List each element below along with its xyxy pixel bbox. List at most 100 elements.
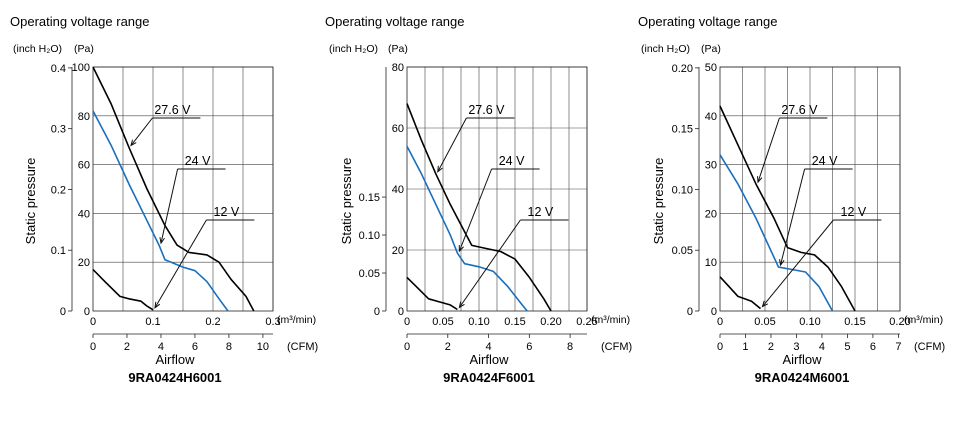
unit-pa: (Pa) — [388, 43, 408, 55]
annotation-arrowhead — [159, 237, 165, 245]
annotation-leader — [780, 168, 806, 266]
m3-tick-label: 0.15 — [504, 316, 525, 328]
inch-tick-label: 0.10 — [359, 230, 380, 242]
chart-2: Operating voltage range(inch H₂O) (Pa)020… — [325, 14, 632, 385]
panel-title: Operating voltage range — [10, 14, 149, 29]
inch-tick-label: 0 — [374, 306, 380, 318]
annotation-arrowhead — [761, 300, 769, 308]
annotation-arrowhead — [458, 301, 465, 309]
annotation-arrowhead — [458, 245, 464, 253]
annotation-label: 24 V — [812, 154, 838, 168]
cfm-tick-label: 6 — [526, 341, 532, 353]
series-line-276V — [92, 66, 255, 312]
series-line-12V — [92, 268, 154, 311]
annotation-label: 27.6 V — [781, 103, 818, 117]
chart-1: Operating voltage range(inch H₂O) (Pa)020… — [10, 14, 318, 385]
cfm-tick-label: 4 — [819, 341, 825, 353]
cfm-tick-label: 4 — [485, 341, 491, 353]
cfm-tick-label: 0 — [90, 341, 96, 353]
pa-tick-label: 10 — [705, 257, 717, 269]
pa-tick-label: 0 — [398, 306, 404, 318]
y-axis-title: Static pressure — [23, 158, 38, 245]
cfm-tick-label: 2 — [768, 341, 774, 353]
m3-tick-label: 0.1 — [145, 316, 160, 328]
cfm-tick-label: 8 — [567, 341, 573, 353]
unit-m3-min: (m³/min) — [277, 314, 316, 326]
pa-tick-label: 20 — [392, 245, 404, 257]
chart-3: Operating voltage range(inch H₂O) (Pa)010… — [638, 14, 945, 385]
pa-tick-label: 0 — [84, 306, 90, 318]
annotation-leader — [458, 219, 521, 308]
inch-tick-label: 0.20 — [672, 63, 693, 75]
cfm-tick-label: 0 — [717, 341, 723, 353]
cfm-tick-label: 7 — [895, 341, 901, 353]
model-number: 9RA0424M6001 — [755, 370, 850, 385]
unit-cfm: (CFM) — [287, 341, 318, 353]
pa-tick-label: 20 — [705, 208, 717, 220]
annotation-label: 24 V — [185, 154, 211, 168]
annotation-leader — [762, 219, 834, 307]
pa-tick-label: 50 — [705, 62, 717, 74]
series-line-12V — [719, 276, 762, 310]
annotation-arrowhead — [757, 176, 763, 184]
plot-frame — [719, 66, 901, 312]
series-line-276V — [406, 103, 552, 312]
pa-tick-label: 0 — [711, 306, 717, 318]
inch-tick-label: 0.2 — [51, 184, 66, 196]
cfm-tick-label: 10 — [257, 341, 269, 353]
annotation-label: 24 V — [499, 154, 525, 168]
m3-tick-label: 0 — [717, 316, 723, 328]
inch-tick-label: 0.05 — [359, 268, 380, 280]
annotation-leader — [130, 117, 153, 146]
series-line-24V — [92, 110, 229, 312]
cfm-tick-label: 2 — [445, 341, 451, 353]
series-line-24V — [406, 145, 528, 312]
annotation-label: 12 V — [841, 205, 867, 219]
unit-m3-min: (m³/min) — [904, 314, 943, 326]
annotation-leader — [458, 168, 493, 252]
series-line-12V — [406, 276, 458, 311]
pa-tick-label: 40 — [392, 184, 404, 196]
cfm-tick-label: 3 — [793, 341, 799, 353]
pa-tick-label: 60 — [392, 123, 404, 135]
unit-cfm: (CFM) — [914, 341, 945, 353]
unit-inch-h2o: (inch H₂O) — [13, 43, 62, 55]
m3-tick-label: 0.15 — [844, 316, 865, 328]
unit-pa: (Pa) — [701, 43, 721, 55]
inch-tick-label: 0.15 — [672, 124, 693, 136]
annotation-leader — [154, 219, 207, 309]
cfm-tick-label: 4 — [158, 341, 164, 353]
annotation-leader — [757, 117, 780, 183]
annotation-arrowhead — [437, 165, 443, 173]
annotation-label: 12 V — [528, 205, 554, 219]
annotation-arrowhead — [130, 139, 137, 147]
inch-tick-label: 0.4 — [51, 63, 66, 75]
pa-tick-label: 100 — [72, 62, 90, 74]
model-number: 9RA0424H6001 — [128, 370, 221, 385]
pa-tick-label: 40 — [78, 208, 90, 220]
pa-tick-label: 80 — [392, 62, 404, 74]
cfm-tick-label: 1 — [742, 341, 748, 353]
y-axis-title: Static pressure — [339, 158, 354, 245]
unit-m3-min: (m³/min) — [591, 314, 630, 326]
panel-title: Operating voltage range — [325, 14, 464, 29]
m3-tick-label: 0.10 — [799, 316, 820, 328]
plot-frame — [406, 66, 588, 312]
m3-tick-label: 0.2 — [205, 316, 220, 328]
annotation-arrowhead — [779, 259, 785, 267]
unit-inch-h2o: (inch H₂O) — [641, 43, 690, 55]
x-axis-title: Airflow — [155, 352, 195, 367]
x-axis-title: Airflow — [469, 352, 509, 367]
m3-tick-label: 0.3 — [265, 316, 280, 328]
inch-tick-label: 0 — [687, 306, 693, 318]
annotation-arrowhead — [154, 301, 161, 309]
m3-tick-label: 0.20 — [540, 316, 561, 328]
m3-tick-label: 0 — [90, 316, 96, 328]
inch-tick-label: 0.3 — [51, 124, 66, 136]
inch-tick-label: 0.05 — [672, 245, 693, 257]
annotation-label: 27.6 V — [154, 103, 191, 117]
panel-title: Operating voltage range — [638, 14, 777, 29]
cfm-tick-label: 5 — [844, 341, 850, 353]
plot-frame — [92, 66, 274, 312]
